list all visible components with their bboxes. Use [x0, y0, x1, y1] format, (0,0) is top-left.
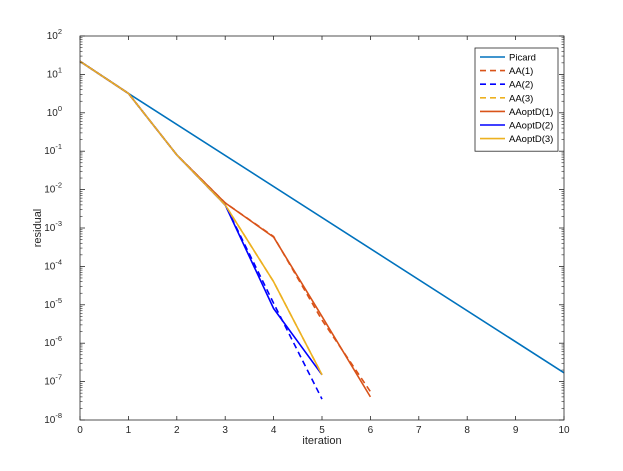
- y-tick-base: 10: [44, 415, 56, 426]
- y-tick-base: 10: [44, 300, 56, 311]
- y-tick-exponent: 2: [58, 27, 62, 36]
- y-tick-base: 10: [44, 146, 56, 157]
- y-tick-exponent: -3: [55, 219, 62, 228]
- y-tick-exponent: -1: [55, 142, 62, 151]
- y-tick-label: 10-1: [44, 142, 62, 157]
- x-tick-label: 3: [222, 425, 228, 436]
- x-tick-label: 1: [126, 425, 132, 436]
- series-line-aa-1: [79, 60, 372, 393]
- legend-label: AA(2): [509, 80, 533, 91]
- y-tick-base: 10: [44, 185, 56, 196]
- y-tick-exponent: 0: [58, 104, 62, 113]
- y-tick-base: 10: [44, 261, 56, 272]
- y-tick-label: 100: [47, 104, 62, 119]
- legend-label: AA(1): [509, 66, 533, 77]
- y-tick-label: 10-7: [44, 373, 62, 388]
- x-tick-label: 9: [513, 425, 519, 436]
- y-tick-label: 102: [47, 27, 62, 42]
- y-tick-exponent: -5: [55, 296, 62, 305]
- y-tick-exponent: -8: [55, 411, 62, 420]
- y-tick-label: 10-5: [44, 296, 62, 311]
- legend-label: Picard: [509, 53, 536, 64]
- y-tick-base: 10: [47, 69, 59, 80]
- y-tick-label: 10-8: [44, 411, 62, 426]
- y-tick-label: 101: [47, 65, 62, 80]
- legend: Picard AA(1) AA(2) AA(3) AAoptD(1) AAoptD(2) A…: [474, 47, 559, 152]
- y-tick-label: 10-2: [44, 181, 62, 196]
- series-line-aa-3: [79, 60, 323, 376]
- legend-label: AA(3): [509, 93, 533, 104]
- x-tick-label: 5: [319, 425, 325, 436]
- legend-label: AAoptD(1): [509, 107, 553, 118]
- y-tick-exponent: -4: [55, 257, 62, 266]
- y-tick-exponent: -7: [55, 373, 62, 382]
- legend-label: AAoptD(3): [509, 134, 553, 145]
- y-tick-base: 10: [47, 108, 59, 119]
- y-axis-label: residual: [32, 209, 44, 248]
- ticks-layer: 0 1 2 3 4 5 6 7 8 9 1010-810-710-610-510-410-310-2…: [44, 27, 570, 436]
- y-tick-label: 10-6: [44, 334, 62, 349]
- x-axis-label: iteration: [302, 435, 341, 447]
- x-tick-label: 6: [368, 425, 374, 436]
- x-tick-label: 8: [464, 425, 470, 436]
- x-tick-label: 7: [416, 425, 422, 436]
- y-tick-exponent: -6: [55, 334, 62, 343]
- y-tick-exponent: 1: [58, 65, 62, 74]
- y-tick-base: 10: [44, 377, 56, 388]
- y-tick-exponent: -2: [55, 181, 62, 190]
- y-tick-label: 10-3: [44, 219, 62, 234]
- x-tick-label: 0: [77, 425, 83, 436]
- y-tick-base: 10: [47, 31, 59, 42]
- x-tick-label: 4: [271, 425, 277, 436]
- legend-label: AAoptD(2): [509, 121, 553, 132]
- y-tick-label: 10-4: [44, 257, 62, 272]
- x-tick-label: 10: [558, 425, 570, 436]
- legend-box: [474, 47, 559, 152]
- y-tick-base: 10: [44, 223, 56, 234]
- series-layer: [79, 60, 565, 400]
- x-tick-label: 2: [174, 425, 180, 436]
- y-tick-base: 10: [44, 338, 56, 349]
- plot-frame: [79, 35, 565, 421]
